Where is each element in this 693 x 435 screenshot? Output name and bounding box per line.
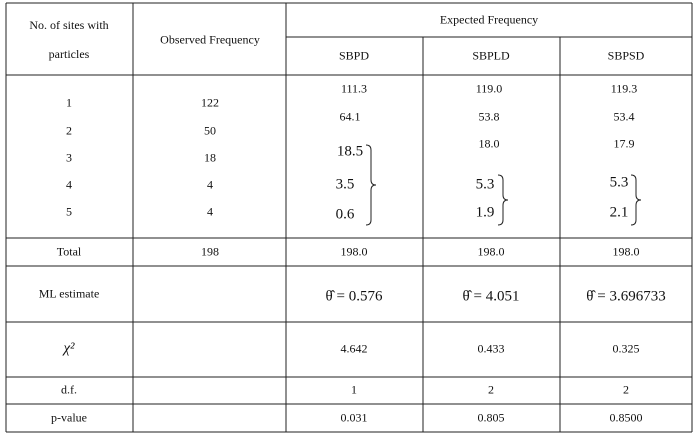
expected-cell: 2 xyxy=(623,382,629,397)
row-label: Total xyxy=(56,244,82,259)
estimate-cell: θ̂ = 3.696733 xyxy=(586,288,666,305)
expected-cell: 198.0 xyxy=(612,244,640,259)
expected-cell: 119.0 xyxy=(475,81,503,96)
expected-cell: 0.325 xyxy=(612,341,640,356)
expected-cell: 0.433 xyxy=(477,341,505,356)
sites-cell: 1 xyxy=(66,95,72,110)
observed-cell: 122 xyxy=(201,95,219,110)
expected-cell: 1 xyxy=(351,382,357,397)
expected-cell: 0.8500 xyxy=(609,410,643,425)
header-model: SBPD xyxy=(338,48,370,63)
row-label: p-value xyxy=(51,410,87,425)
header-model: SBPLD xyxy=(472,48,510,63)
brace xyxy=(497,174,509,226)
expected-cell: 198.0 xyxy=(477,244,505,259)
expected-cell: 53.4 xyxy=(613,109,635,124)
row-label: ML estimate xyxy=(38,286,100,301)
observed-cell: 18 xyxy=(204,150,216,165)
expected-cell: 111.3 xyxy=(340,81,368,96)
expected-cell: 18.5 xyxy=(336,143,364,160)
row-label: d.f. xyxy=(61,382,77,397)
expected-cell: 17.9 xyxy=(613,136,635,151)
header-model: SBPSD xyxy=(607,48,645,63)
expected-cell: 3.5 xyxy=(335,176,355,193)
brace xyxy=(630,174,642,226)
sites-cell: 4 xyxy=(66,177,72,192)
brace xyxy=(365,144,377,226)
observed-cell: 4 xyxy=(207,177,213,192)
observed-cell: 4 xyxy=(207,204,213,219)
expected-cell: 198.0 xyxy=(340,244,368,259)
expected-cell: 0.031 xyxy=(340,410,368,425)
sites-cell: 3 xyxy=(66,150,72,165)
expected-cell: 1.9 xyxy=(475,204,495,221)
header-observed: Observed Frequency xyxy=(160,32,260,47)
row-label: χ² xyxy=(63,340,75,357)
expected-cell: 18.0 xyxy=(478,136,500,151)
header-expected: Expected Frequency xyxy=(439,12,539,27)
expected-cell: 2.1 xyxy=(609,204,629,221)
observed-cell: 50 xyxy=(204,123,216,138)
header-sites: No. of sites with particles xyxy=(29,18,109,61)
expected-cell: 53.8 xyxy=(478,109,500,124)
estimate-cell: θ̂ = 4.051 xyxy=(462,288,520,305)
expected-cell: 0.6 xyxy=(335,206,355,223)
estimate-cell: θ̂ = 0.576 xyxy=(325,288,383,305)
expected-cell: 64.1 xyxy=(339,109,361,124)
expected-cell: 5.3 xyxy=(609,174,629,191)
expected-cell: 119.3 xyxy=(610,81,638,96)
expected-cell: 4.642 xyxy=(340,341,368,356)
expected-cell: 0.805 xyxy=(477,410,505,425)
sites-cell: 5 xyxy=(66,204,72,219)
observed-cell: 198 xyxy=(201,244,219,259)
expected-cell: 5.3 xyxy=(475,176,495,193)
sites-cell: 2 xyxy=(66,123,72,138)
expected-cell: 2 xyxy=(488,382,494,397)
